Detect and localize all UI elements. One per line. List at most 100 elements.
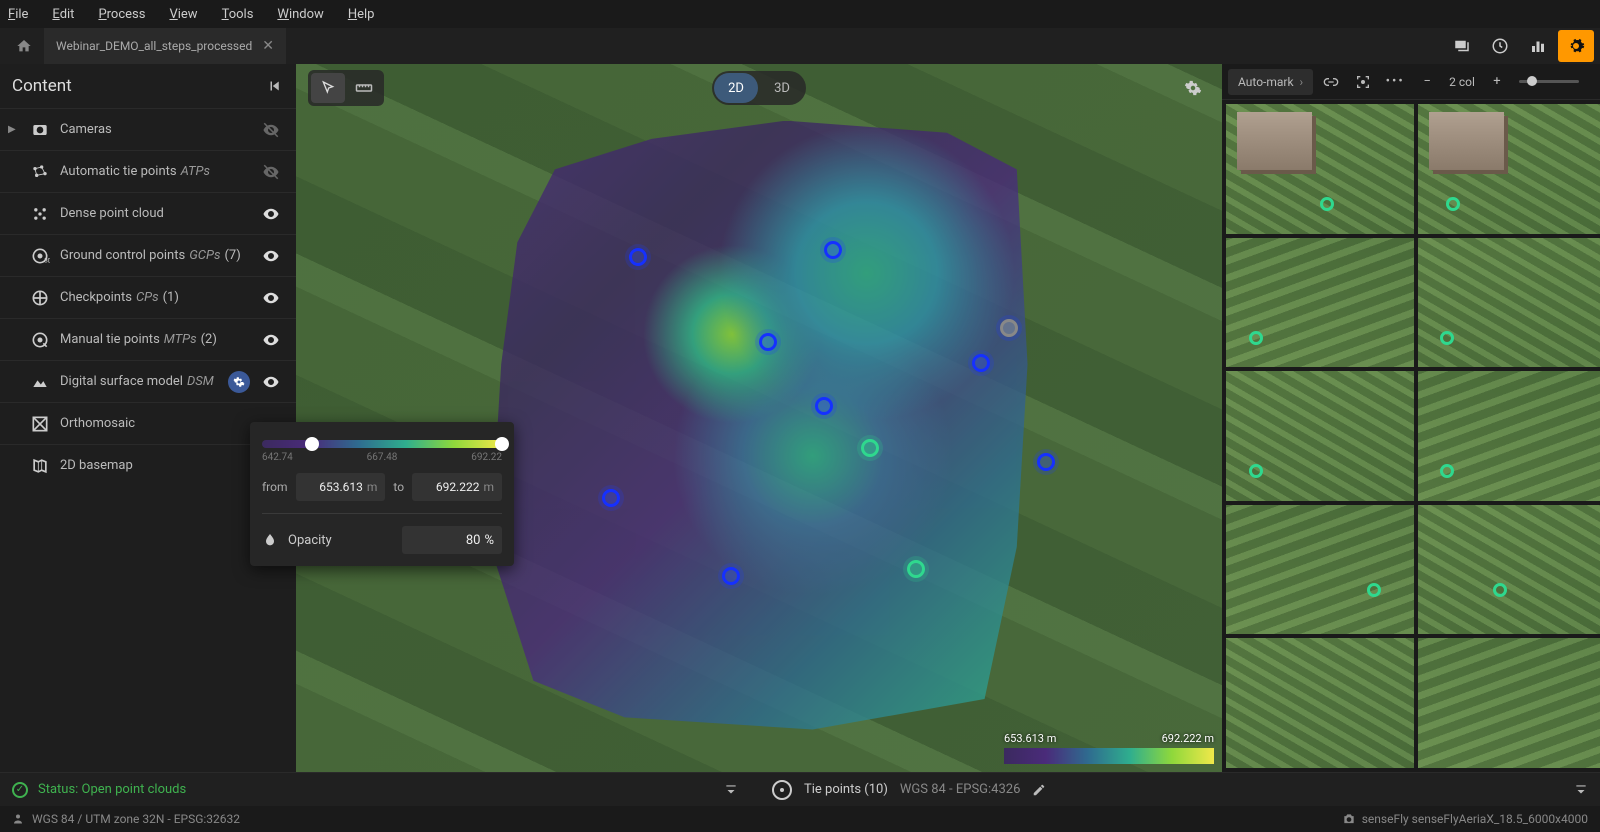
pointer-tool[interactable] — [311, 73, 345, 103]
opacity-input[interactable]: 80% — [402, 526, 502, 554]
collapse-icon — [266, 77, 284, 95]
viewport-settings-button[interactable] — [1176, 73, 1210, 103]
dsm-ticks: 642.74 667.48 692.22 — [262, 452, 502, 463]
map-point-tp[interactable] — [722, 567, 740, 585]
thumb-point-marker — [1320, 197, 1334, 211]
status-ok-icon: ✓ — [12, 782, 28, 798]
settings-button[interactable] — [1558, 30, 1594, 62]
history-button[interactable] — [1482, 30, 1518, 62]
menu-process[interactable]: Process — [98, 7, 145, 22]
thumbnail[interactable] — [1418, 238, 1600, 368]
layers-button[interactable] — [1444, 30, 1480, 62]
pointer-icon — [320, 80, 336, 96]
layers-icon — [1453, 37, 1471, 55]
menu-window[interactable]: Window — [277, 7, 323, 22]
project-tab[interactable]: Webinar_DEMO_all_steps_processed ✕ — [44, 28, 286, 64]
layer-row-6[interactable]: Digital surface model DSM — [0, 360, 296, 402]
dsm-from-input[interactable]: 653.613m — [296, 473, 386, 501]
sidebar-collapse-button[interactable] — [266, 77, 284, 95]
stats-button[interactable] — [1520, 30, 1556, 62]
map-point-tp[interactable] — [602, 489, 620, 507]
map-point-cp[interactable] — [861, 439, 879, 457]
thumb-point-marker — [1446, 197, 1460, 211]
view-3d-button[interactable]: 3D — [760, 73, 804, 103]
dsm-range-slider[interactable] — [262, 440, 502, 448]
image-panel: Auto-mark› ••• − 2 col + — [1222, 64, 1600, 772]
map-point-tp[interactable] — [824, 241, 842, 259]
visibility-toggle[interactable] — [262, 373, 284, 391]
crs-label: WGS 84 - EPSG:4326 — [900, 782, 1021, 797]
thumbnail[interactable] — [1226, 638, 1414, 768]
camera-icon — [1342, 812, 1356, 826]
tiepoints-label: Tie points (10) — [804, 782, 888, 797]
layer-row-3[interactable]: 3D Ground control points GCPs (7) — [0, 234, 296, 276]
layer-label: Ground control points GCPs (7) — [60, 248, 252, 263]
more-button[interactable]: ••• — [1381, 68, 1409, 96]
menu-tools[interactable]: Tools — [222, 7, 254, 22]
thumbnail[interactable] — [1226, 505, 1414, 635]
thumbnail[interactable] — [1418, 104, 1600, 234]
visibility-toggle[interactable] — [262, 331, 284, 349]
pencil-icon — [1032, 783, 1046, 797]
visibility-toggle[interactable] — [262, 205, 284, 223]
tab-close-icon[interactable]: ✕ — [262, 39, 274, 53]
layer-row-0[interactable]: ▶Cameras — [0, 108, 296, 150]
layer-label: Automatic tie points ATPs — [60, 164, 252, 179]
menu-help[interactable]: Help — [348, 7, 375, 22]
thumb-point-marker — [1249, 331, 1263, 345]
thumb-point-marker — [1493, 583, 1507, 597]
view-2d-button[interactable]: 2D — [714, 73, 758, 103]
collapse-icon — [1574, 783, 1588, 797]
visibility-toggle[interactable] — [262, 289, 284, 307]
thumbnail[interactable] — [1418, 371, 1600, 501]
zoom-out-button[interactable]: − — [1413, 68, 1441, 96]
home-button[interactable] — [4, 28, 44, 64]
layer-row-2[interactable]: Dense point cloud — [0, 192, 296, 234]
thumbnail[interactable] — [1226, 238, 1414, 368]
dsm-to-label: to — [393, 480, 404, 494]
ruler-tool[interactable] — [347, 73, 381, 103]
content-sidebar: Content ▶Cameras Automatic tie points AT… — [0, 64, 296, 772]
layer-row-5[interactable]: Manual tie points MTPs (2) — [0, 318, 296, 360]
thumbnail[interactable] — [1418, 638, 1600, 768]
map-point-gcp[interactable] — [1000, 319, 1018, 337]
footer-crs: WGS 84 / UTM zone 32N - EPSG:32632 — [32, 812, 240, 826]
link-button[interactable] — [1317, 68, 1345, 96]
layer-row-4[interactable]: Checkpoints CPs (1) — [0, 276, 296, 318]
menu-view[interactable]: View — [169, 7, 197, 22]
target-icon — [772, 780, 792, 800]
gear-icon — [1184, 79, 1202, 97]
automark-button[interactable]: Auto-mark› — [1228, 69, 1313, 95]
thumbnail[interactable] — [1226, 104, 1414, 234]
right-collapse-button[interactable] — [1574, 783, 1588, 797]
dsm-settings-panel: 642.74 667.48 692.22 from 653.613m to 69… — [250, 422, 514, 566]
menu-file[interactable]: File — [8, 7, 28, 22]
thumbnail[interactable] — [1226, 371, 1414, 501]
zoom-in-button[interactable]: + — [1483, 68, 1511, 96]
map-point-tp[interactable] — [815, 397, 833, 415]
thumbnail[interactable] — [1418, 505, 1600, 635]
opacity-label: Opacity — [288, 533, 332, 548]
status-collapse-button[interactable] — [714, 783, 748, 797]
thumb-point-marker — [1367, 583, 1381, 597]
layer-label: Checkpoints CPs (1) — [60, 290, 252, 305]
collapse-icon — [724, 783, 738, 797]
person-icon — [12, 813, 24, 825]
map-viewport[interactable]: 2D 3D 653.613 m692.222 m — [296, 64, 1222, 772]
link-icon — [1323, 74, 1339, 90]
map-point-tp[interactable] — [759, 333, 777, 351]
visibility-toggle[interactable] — [262, 121, 284, 139]
svg-text:3D: 3D — [44, 256, 50, 264]
thumb-size-slider[interactable] — [1519, 80, 1579, 83]
chart-icon — [1529, 37, 1547, 55]
visibility-toggle[interactable] — [262, 247, 284, 265]
edit-crs-button[interactable] — [1032, 783, 1046, 797]
layer-row-1[interactable]: Automatic tie points ATPs — [0, 150, 296, 192]
menu-edit[interactable]: Edit — [52, 7, 74, 22]
layer-label: Cameras — [60, 122, 252, 137]
visibility-toggle[interactable] — [262, 163, 284, 181]
map-point-cp[interactable] — [907, 560, 925, 578]
focus-button[interactable] — [1349, 68, 1377, 96]
dsm-to-input[interactable]: 692.222m — [412, 473, 502, 501]
layer-settings-button[interactable] — [228, 371, 250, 393]
